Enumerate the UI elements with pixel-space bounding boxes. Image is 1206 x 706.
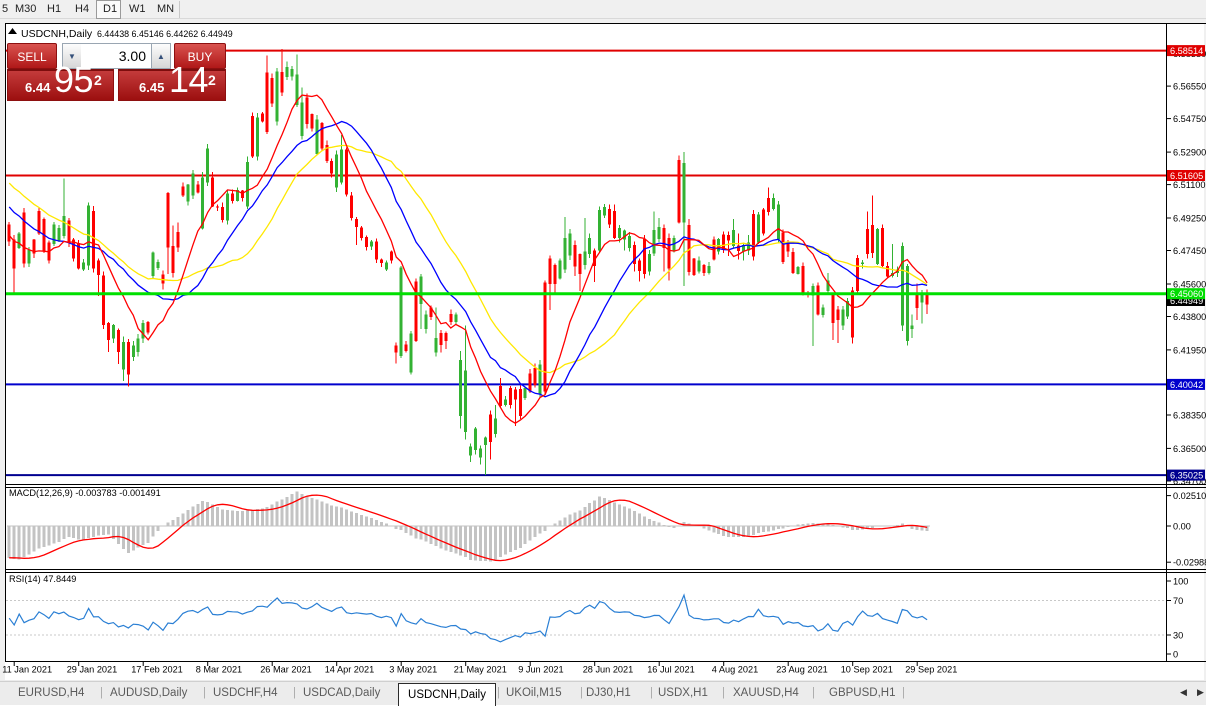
- svg-text:-0.02988: -0.02988: [1173, 558, 1206, 568]
- svg-text:23 Aug 2021: 23 Aug 2021: [776, 665, 828, 675]
- svg-text:28 Jun 2021: 28 Jun 2021: [583, 665, 634, 675]
- svg-text:6.51605: 6.51605: [1170, 171, 1203, 181]
- svg-text:6.49250: 6.49250: [1173, 214, 1206, 224]
- svg-text:6.41950: 6.41950: [1173, 345, 1206, 355]
- svg-text:6.40042: 6.40042: [1170, 380, 1203, 390]
- svg-text:29 Jan 2021: 29 Jan 2021: [67, 665, 118, 675]
- svg-text:70: 70: [1173, 596, 1183, 606]
- svg-text:17 Feb 2021: 17 Feb 2021: [131, 665, 183, 675]
- svg-text:6.45600: 6.45600: [1173, 280, 1206, 290]
- svg-text:RSI(14) 47.8449: RSI(14) 47.8449: [9, 574, 76, 584]
- svg-text:14 Apr 2021: 14 Apr 2021: [325, 665, 375, 675]
- svg-text:0.00: 0.00: [1173, 522, 1191, 532]
- svg-text:8 Mar 2021: 8 Mar 2021: [196, 665, 242, 675]
- svg-text:USDCNH,Daily: USDCNH,Daily: [21, 28, 93, 40]
- svg-text:6.35025: 6.35025: [1170, 471, 1203, 481]
- svg-text:3 May 2021: 3 May 2021: [389, 665, 437, 675]
- svg-text:11 Jan 2021: 11 Jan 2021: [2, 665, 52, 675]
- svg-text:6.45060: 6.45060: [1170, 289, 1203, 299]
- svg-text:6.51100: 6.51100: [1173, 180, 1206, 190]
- svg-text:6.36500: 6.36500: [1173, 444, 1206, 454]
- svg-text:6.47450: 6.47450: [1173, 246, 1206, 256]
- svg-text:6.34700: 6.34700: [1173, 477, 1206, 487]
- svg-text:10 Sep 2021: 10 Sep 2021: [841, 665, 893, 675]
- svg-text:16 Jul 2021: 16 Jul 2021: [647, 665, 695, 675]
- svg-text:30: 30: [1173, 631, 1183, 641]
- svg-text:6.44438 6.45146 6.44262 6.4494: 6.44438 6.45146 6.44262 6.44949: [97, 29, 233, 39]
- svg-text:6.44949: 6.44949: [1170, 296, 1203, 306]
- svg-text:0.025108: 0.025108: [1173, 491, 1206, 501]
- svg-text:6.54750: 6.54750: [1173, 114, 1206, 124]
- svg-text:6.56550: 6.56550: [1173, 82, 1206, 92]
- svg-text:100: 100: [1173, 577, 1188, 587]
- svg-text:4 Aug 2021: 4 Aug 2021: [712, 665, 759, 675]
- svg-text:6.58514: 6.58514: [1170, 46, 1203, 56]
- svg-text:9 Jun 2021: 9 Jun 2021: [518, 665, 563, 675]
- svg-text:MACD(12,26,9) -0.003783 -0.001: MACD(12,26,9) -0.003783 -0.001491: [9, 488, 161, 498]
- svg-text:21 May 2021: 21 May 2021: [454, 665, 507, 675]
- svg-text:26 Mar 2021: 26 Mar 2021: [260, 665, 312, 675]
- svg-text:29 Sep 2021: 29 Sep 2021: [905, 665, 957, 675]
- svg-text:6.43800: 6.43800: [1173, 312, 1206, 322]
- svg-text:6.38350: 6.38350: [1173, 411, 1206, 421]
- svg-text:0: 0: [1173, 650, 1178, 660]
- svg-text:6.52900: 6.52900: [1173, 148, 1206, 158]
